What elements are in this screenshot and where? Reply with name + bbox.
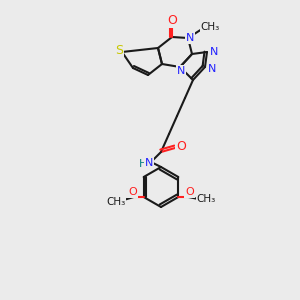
Text: CH₃: CH₃	[197, 194, 216, 204]
Text: N: N	[208, 64, 216, 74]
Text: N: N	[177, 66, 185, 76]
Text: O: O	[167, 14, 177, 26]
Text: O: O	[128, 187, 137, 197]
Text: CH₃: CH₃	[200, 22, 220, 32]
Text: S: S	[115, 44, 123, 58]
Text: O: O	[176, 140, 186, 154]
Text: O: O	[185, 187, 194, 197]
Text: H: H	[139, 159, 147, 169]
Text: N: N	[210, 47, 218, 57]
Text: N: N	[186, 33, 194, 43]
Text: CH₃: CH₃	[106, 197, 125, 207]
Text: N: N	[145, 158, 153, 168]
